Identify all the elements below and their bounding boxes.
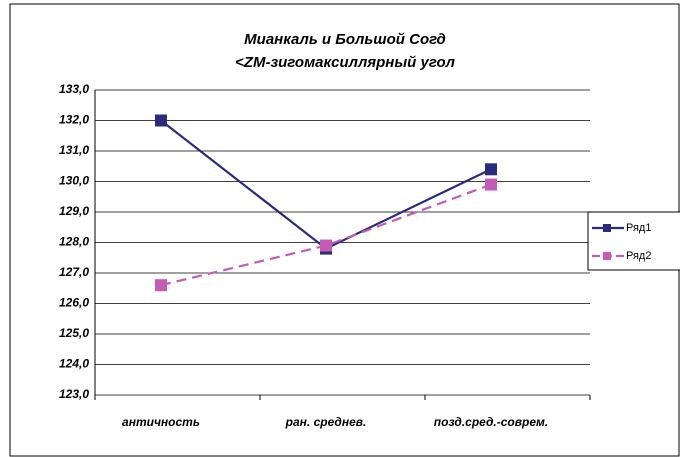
y-tick-label: 133,0 [59, 82, 89, 96]
x-tick-label: ран. среднев. [285, 415, 367, 429]
legend-marker [603, 252, 611, 260]
y-tick-label: 128,0 [59, 235, 89, 249]
y-tick-label: 123,0 [59, 387, 89, 401]
y-tick-label: 132,0 [59, 113, 89, 127]
y-tick-label: 124,0 [59, 357, 89, 371]
point-marker [485, 163, 497, 176]
y-tick-label: 131,0 [59, 143, 89, 157]
y-tick-label: 125,0 [59, 326, 89, 340]
x-tick-label: античность [122, 415, 200, 429]
point-marker [485, 178, 497, 191]
chart-frame [9, 3, 680, 457]
legend-label: Ряд1 [626, 222, 651, 234]
y-tick-label: 126,0 [59, 296, 89, 310]
point-marker [320, 239, 332, 252]
point-marker [155, 279, 167, 292]
legend-label: Ряд2 [626, 250, 651, 262]
y-tick-label: 130,0 [59, 174, 89, 188]
x-tick-label: позд.сред.-соврем. [434, 415, 548, 429]
legend-box [587, 211, 680, 271]
point-marker [155, 114, 167, 127]
chart-title: Мианкаль и Большой Согд [244, 31, 446, 48]
legend-marker [603, 224, 611, 232]
y-tick-label: 127,0 [59, 265, 89, 279]
chart-title: <ZM-зигомаксиллярный угол [235, 54, 456, 71]
y-tick-label: 129,0 [59, 204, 89, 218]
